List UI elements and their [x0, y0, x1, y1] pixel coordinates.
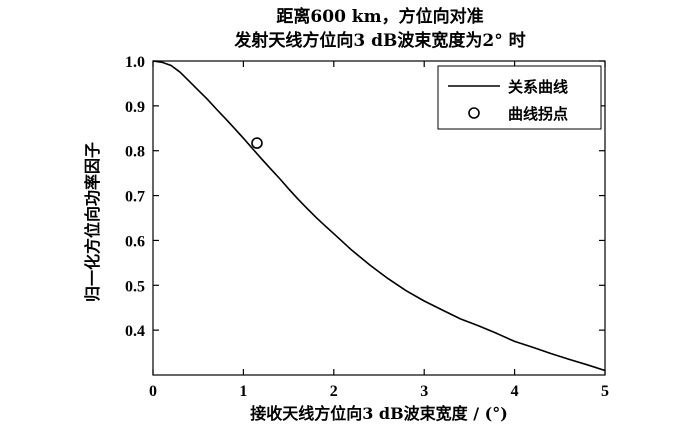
chart-title-line1: 距离600 km，方位向对准	[276, 6, 483, 27]
x-tick-label: 1	[239, 383, 247, 400]
y-tick-label: 0.7	[125, 189, 145, 206]
y-axis-ticks: 0.4 0.5 0.6 0.7 0.8 0.9 1.0	[125, 54, 605, 340]
x-tick-label: 5	[601, 383, 609, 400]
y-tick-label: 0.5	[125, 278, 145, 295]
x-tick-label: 0	[149, 383, 157, 400]
x-tick-label: 3	[420, 383, 428, 400]
inflection-point-marker	[251, 137, 263, 149]
y-tick-label: 0.4	[125, 323, 145, 340]
legend: 关系曲线 曲线拐点	[437, 65, 602, 130]
series-line-curve	[152, 60, 606, 372]
series-group	[152, 60, 606, 372]
legend-box	[437, 65, 602, 130]
x-tick-label: 2	[330, 383, 338, 400]
legend-label-curve: 关系曲线	[508, 78, 568, 96]
x-axis-label: 接收天线方位向3 dB波束宽度 / (°)	[250, 404, 508, 423]
y-tick-label: 0.8	[125, 144, 145, 161]
y-tick-label: 0.6	[125, 233, 145, 250]
chart-title-line2: 发射天线方位向3 dB波束宽度为2° 时	[233, 30, 525, 51]
y-tick-label: 1.0	[125, 54, 145, 71]
legend-label-inflection: 曲线拐点	[508, 105, 568, 123]
x-axis-ticks: 0 1 2 3 4 5	[149, 61, 609, 400]
y-axis-label: 归一化方位向功率因子	[83, 142, 102, 302]
legend-marker-swatch	[468, 107, 480, 119]
x-tick-label: 4	[511, 383, 519, 400]
y-tick-label: 0.9	[125, 99, 145, 116]
